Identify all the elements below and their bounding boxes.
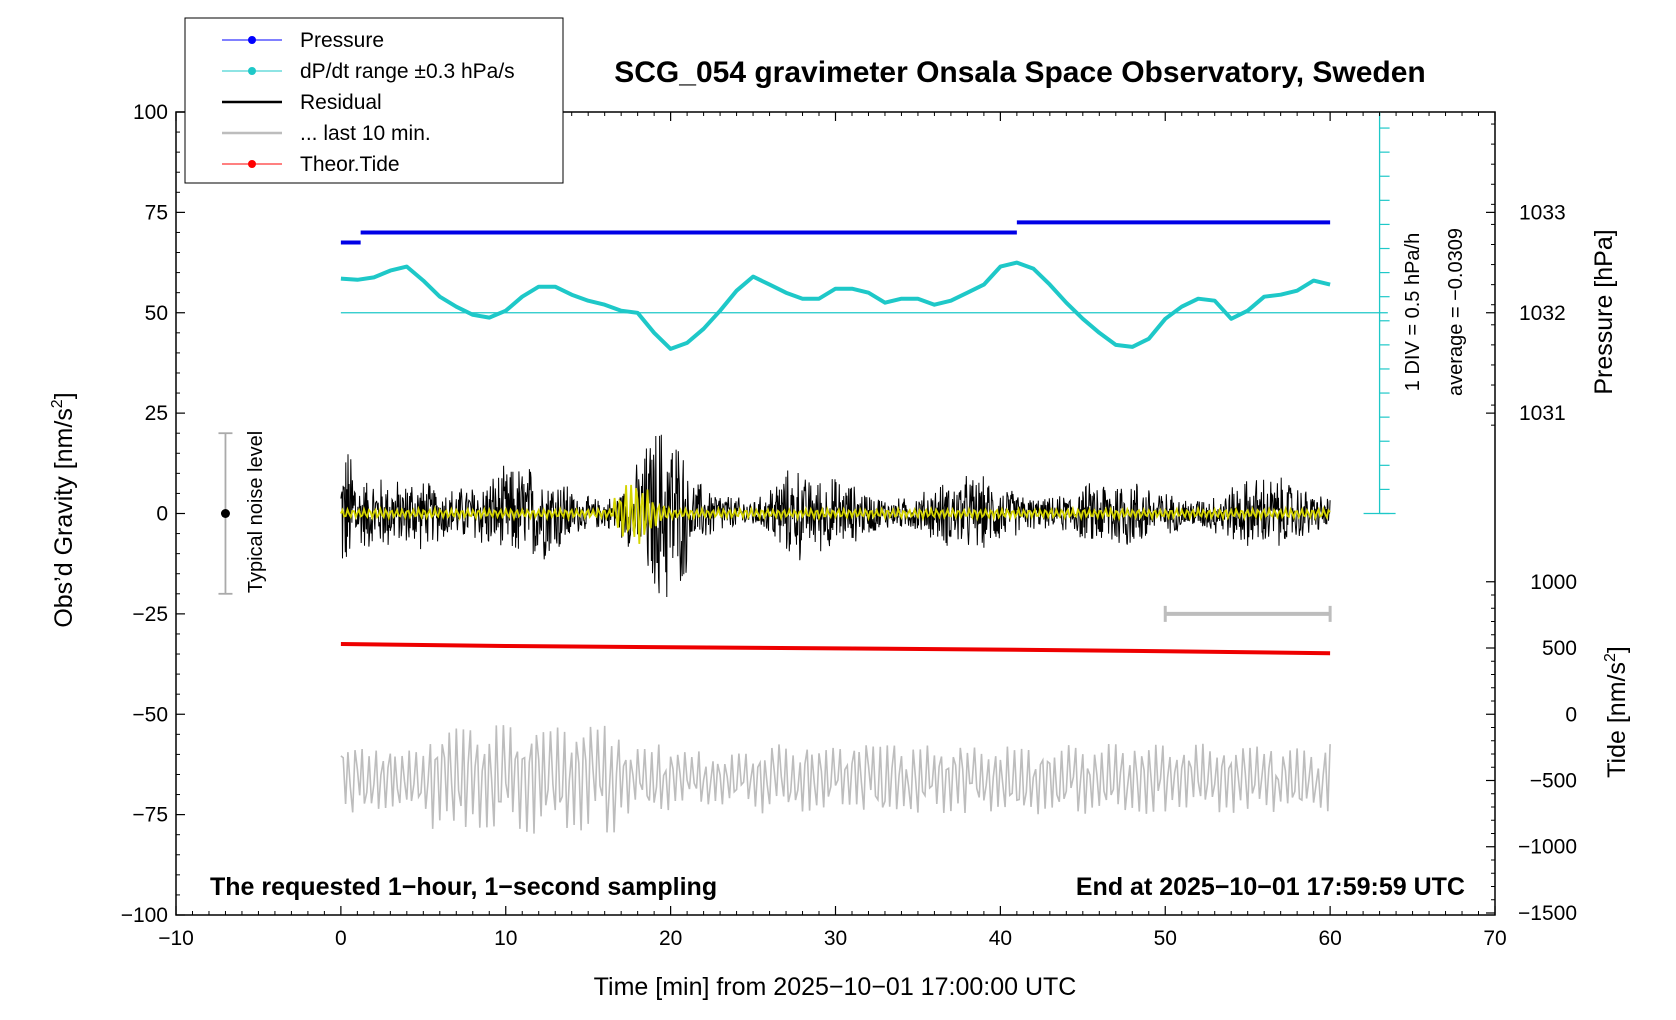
axis-ticks: −10 0 10 20 30 40 50 60 701007550250−25−50−75−10… <box>121 101 1577 950</box>
chart-title: SCG_054 gravimeter Onsala Space Observat… <box>614 56 1426 89</box>
pressure-tick-label: 1031 <box>1519 402 1566 425</box>
x-tick-label: −10 <box>158 927 194 950</box>
x-tick-label: 70 <box>1483 927 1506 950</box>
y-axis-title-pressure: Pressure [hPa] <box>1590 229 1618 394</box>
y-tick-label: 0 <box>156 503 168 526</box>
x-tick-label: 20 <box>659 927 682 950</box>
dpdt-line <box>340 260 1331 351</box>
y-tick-label: 25 <box>145 402 168 425</box>
x-tick-label: 0 <box>335 927 347 950</box>
plot-series <box>218 112 1396 834</box>
tide-tick-label: 0 <box>1565 703 1577 726</box>
residual-smoothed-line <box>340 484 1331 544</box>
tide-line <box>340 642 1331 656</box>
footnote-end-time: End at 2025−10−01 17:59:59 UTC <box>1076 873 1465 901</box>
x-tick-label: 10 <box>494 927 517 950</box>
x-tick-label: 30 <box>824 927 847 950</box>
last10-line <box>340 725 1331 834</box>
legend-label: Pressure <box>300 29 384 52</box>
tide-tick-label: 1000 <box>1530 571 1577 594</box>
legend-marker <box>248 36 256 44</box>
legend-label: Theor.Tide <box>300 153 400 176</box>
tide-tick-label: 500 <box>1542 637 1577 660</box>
y-tick-label: 75 <box>145 201 168 224</box>
legend: Pressure dP/dt range ±0.3 hPa/s Residual..… <box>184 17 564 184</box>
y-tick-label: −100 <box>121 904 168 927</box>
y-tick-label: −50 <box>132 703 168 726</box>
x-axis-title: Time [min] from 2025−10−01 17:00:00 UTC <box>594 973 1077 1001</box>
x-tick-label: 60 <box>1318 927 1341 950</box>
legend-marker <box>248 67 256 75</box>
footnote-sampling: The requested 1−hour, 1−second sampling <box>210 873 717 901</box>
y-tick-label: −75 <box>132 804 168 827</box>
y-tick-label: −25 <box>132 603 168 626</box>
tide-tick-label: −1500 <box>1518 902 1577 925</box>
legend-label: ... last 10 min. <box>300 122 431 145</box>
legend-label: dP/dt range ±0.3 hPa/s <box>300 60 515 83</box>
y-tick-label: 50 <box>145 302 168 325</box>
y-axis-title-left: Obs’d Gravity [nm/s2] <box>49 392 78 627</box>
y-axis-title-tide: Tide [nm/s2] <box>1602 646 1631 778</box>
legend-marker <box>248 160 256 168</box>
legend-label: Residual <box>300 91 382 114</box>
noise-level-label: Typical noise level <box>245 431 267 593</box>
pressure-average-label: average = −0.0309 <box>1445 228 1467 396</box>
pressure-tick-label: 1032 <box>1519 302 1566 325</box>
y-tick-label: 100 <box>133 101 168 124</box>
residual-line <box>340 434 1331 598</box>
x-tick-label: 40 <box>989 927 1012 950</box>
tide-tick-label: −500 <box>1530 769 1577 792</box>
legend-box <box>184 17 564 184</box>
x-tick-label: 50 <box>1154 927 1177 950</box>
pressure-div-label: 1 DIV = 0.5 hPa/h <box>1402 233 1424 391</box>
pressure-tick-label: 1033 <box>1519 201 1566 224</box>
noise-level-dot <box>220 509 230 518</box>
tide-tick-label: −1000 <box>1518 836 1577 859</box>
